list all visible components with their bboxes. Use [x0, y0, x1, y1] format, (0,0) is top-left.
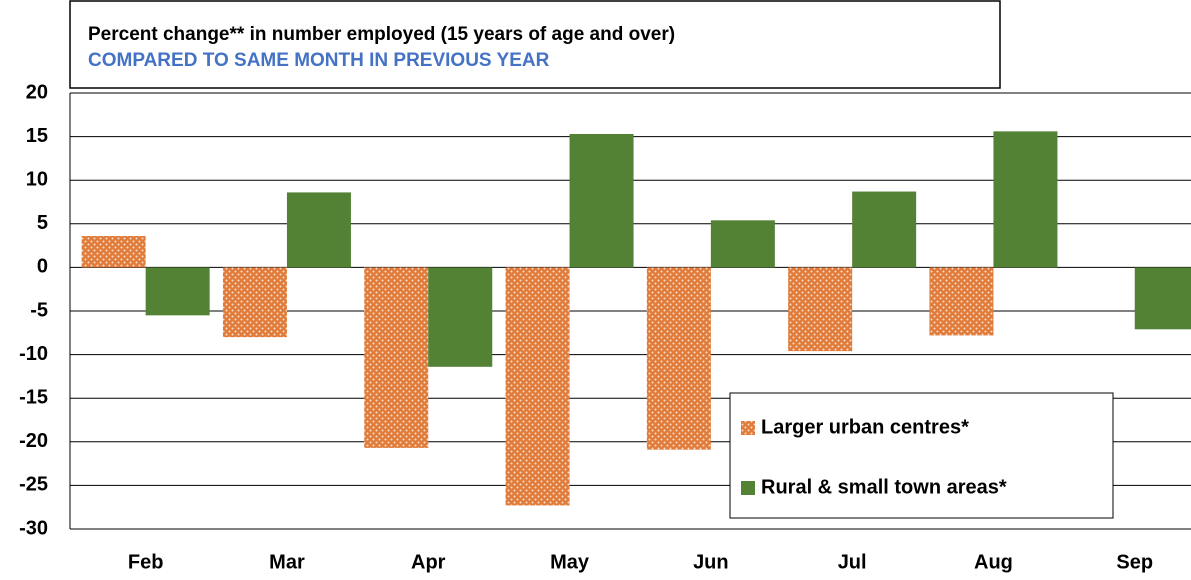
- y-tick-label: 15: [26, 125, 48, 147]
- bar: [286, 192, 351, 268]
- x-tick-label: Feb: [128, 551, 164, 573]
- legend-swatch: [741, 421, 755, 435]
- y-tick-label: -30: [19, 517, 48, 539]
- y-tick-label: -25: [19, 474, 48, 496]
- y-tick-label: -20: [19, 430, 48, 452]
- y-tick-label: -15: [19, 386, 48, 408]
- bar: [81, 236, 146, 268]
- x-tick-label: May: [550, 551, 590, 573]
- bar: [993, 131, 1058, 268]
- y-tick-label: 5: [37, 212, 48, 234]
- bar: [646, 267, 711, 450]
- bar: [145, 267, 210, 316]
- y-tick-label: 0: [37, 256, 48, 278]
- chart-title: Percent change** in number employed (15 …: [88, 24, 675, 45]
- x-tick-label: Jun: [693, 551, 729, 573]
- x-tick-label: Apr: [411, 551, 446, 573]
- bar: [710, 220, 775, 268]
- title-box: [69, 0, 1001, 89]
- bar: [788, 267, 853, 352]
- bar: [929, 267, 994, 336]
- y-tick-label: -5: [30, 299, 48, 321]
- bar: [1134, 267, 1191, 330]
- bar: [569, 133, 634, 268]
- bar: [852, 191, 917, 268]
- x-tick-label: Mar: [269, 551, 305, 573]
- bar: [428, 267, 493, 367]
- legend-label: Larger urban centres*: [761, 416, 969, 438]
- y-tick-label: -10: [19, 343, 48, 365]
- x-tick-label: Jul: [838, 551, 867, 573]
- legend-box: [729, 392, 1114, 519]
- legend-label: Rural & small town areas*: [761, 476, 1007, 498]
- bar: [505, 267, 570, 506]
- y-tick-label: 10: [26, 168, 48, 190]
- bar: [364, 267, 429, 448]
- chart-subtitle: COMPARED TO SAME MONTH IN PREVIOUS YEAR: [88, 50, 550, 71]
- bar: [222, 267, 287, 338]
- x-tick-label: Aug: [974, 551, 1013, 573]
- y-tick-label: 20: [26, 81, 48, 103]
- legend-swatch: [741, 481, 755, 495]
- x-tick-label: Sep: [1116, 551, 1153, 573]
